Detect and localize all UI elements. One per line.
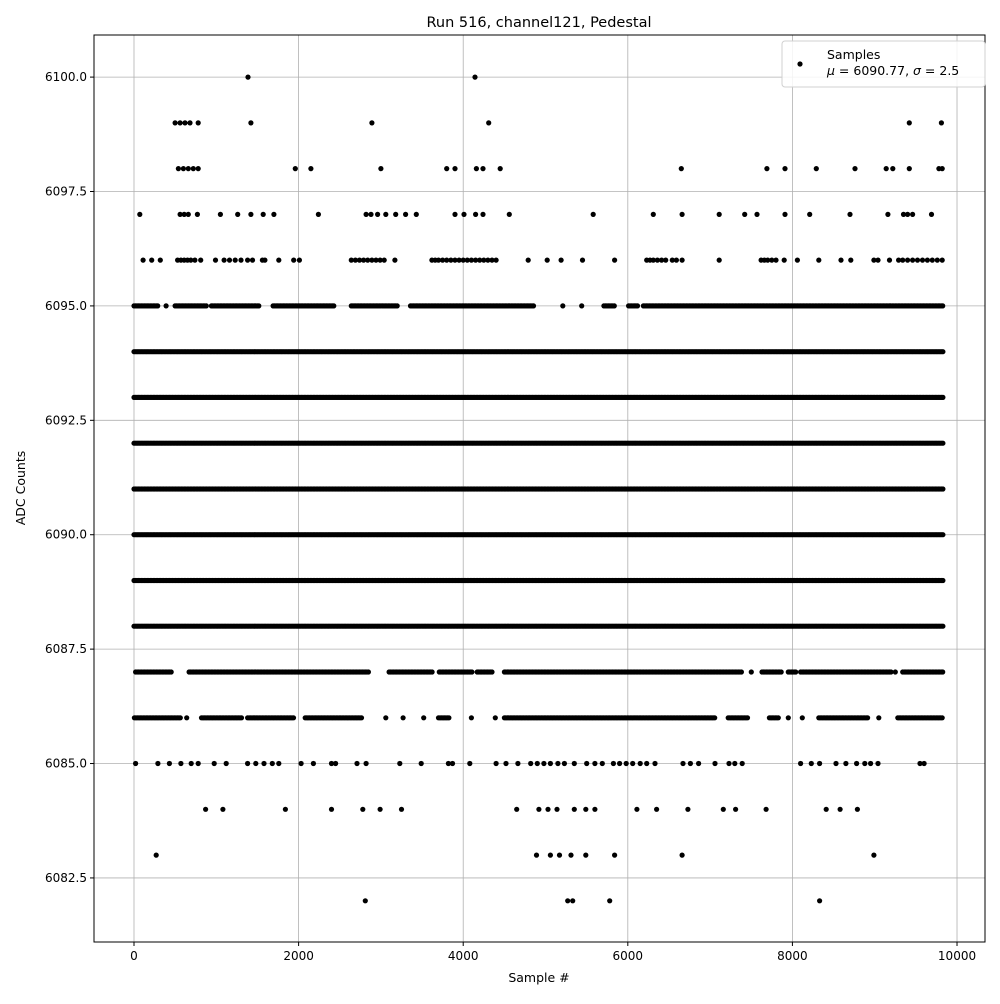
data-point (395, 303, 400, 308)
data-point (204, 303, 209, 308)
data-point (421, 715, 426, 720)
data-point (291, 715, 296, 720)
data-point (893, 669, 898, 674)
data-point (430, 669, 435, 674)
data-point (446, 715, 451, 720)
data-point (489, 669, 494, 674)
data-point (749, 669, 754, 674)
data-point (940, 624, 945, 629)
data-point (256, 303, 261, 308)
data-point (469, 669, 474, 674)
data-point (940, 303, 945, 308)
data-point (779, 669, 784, 674)
data-point (184, 715, 189, 720)
data-point (940, 441, 945, 446)
data-point (331, 303, 336, 308)
data-point (793, 669, 798, 674)
data-point (635, 303, 640, 308)
data-point (155, 303, 160, 308)
data-point (164, 303, 169, 308)
data-point (359, 715, 364, 720)
data-point (940, 578, 945, 583)
data-point (169, 669, 174, 674)
data-point (579, 303, 584, 308)
data-point (560, 303, 565, 308)
data-point (940, 349, 945, 354)
data-point (493, 715, 498, 720)
data-point (940, 395, 945, 400)
data-point (531, 303, 536, 308)
data-point (612, 303, 617, 308)
data-point (469, 715, 474, 720)
data-point (739, 669, 744, 674)
data-point (366, 669, 371, 674)
data-point (401, 715, 406, 720)
chart-title: Run 516, channel121, Pedestal (426, 15, 651, 31)
data-point (178, 715, 183, 720)
data-point (383, 715, 388, 720)
data-point (940, 486, 945, 491)
data-point (940, 532, 945, 537)
data-point (239, 715, 244, 720)
data-point (940, 669, 945, 674)
